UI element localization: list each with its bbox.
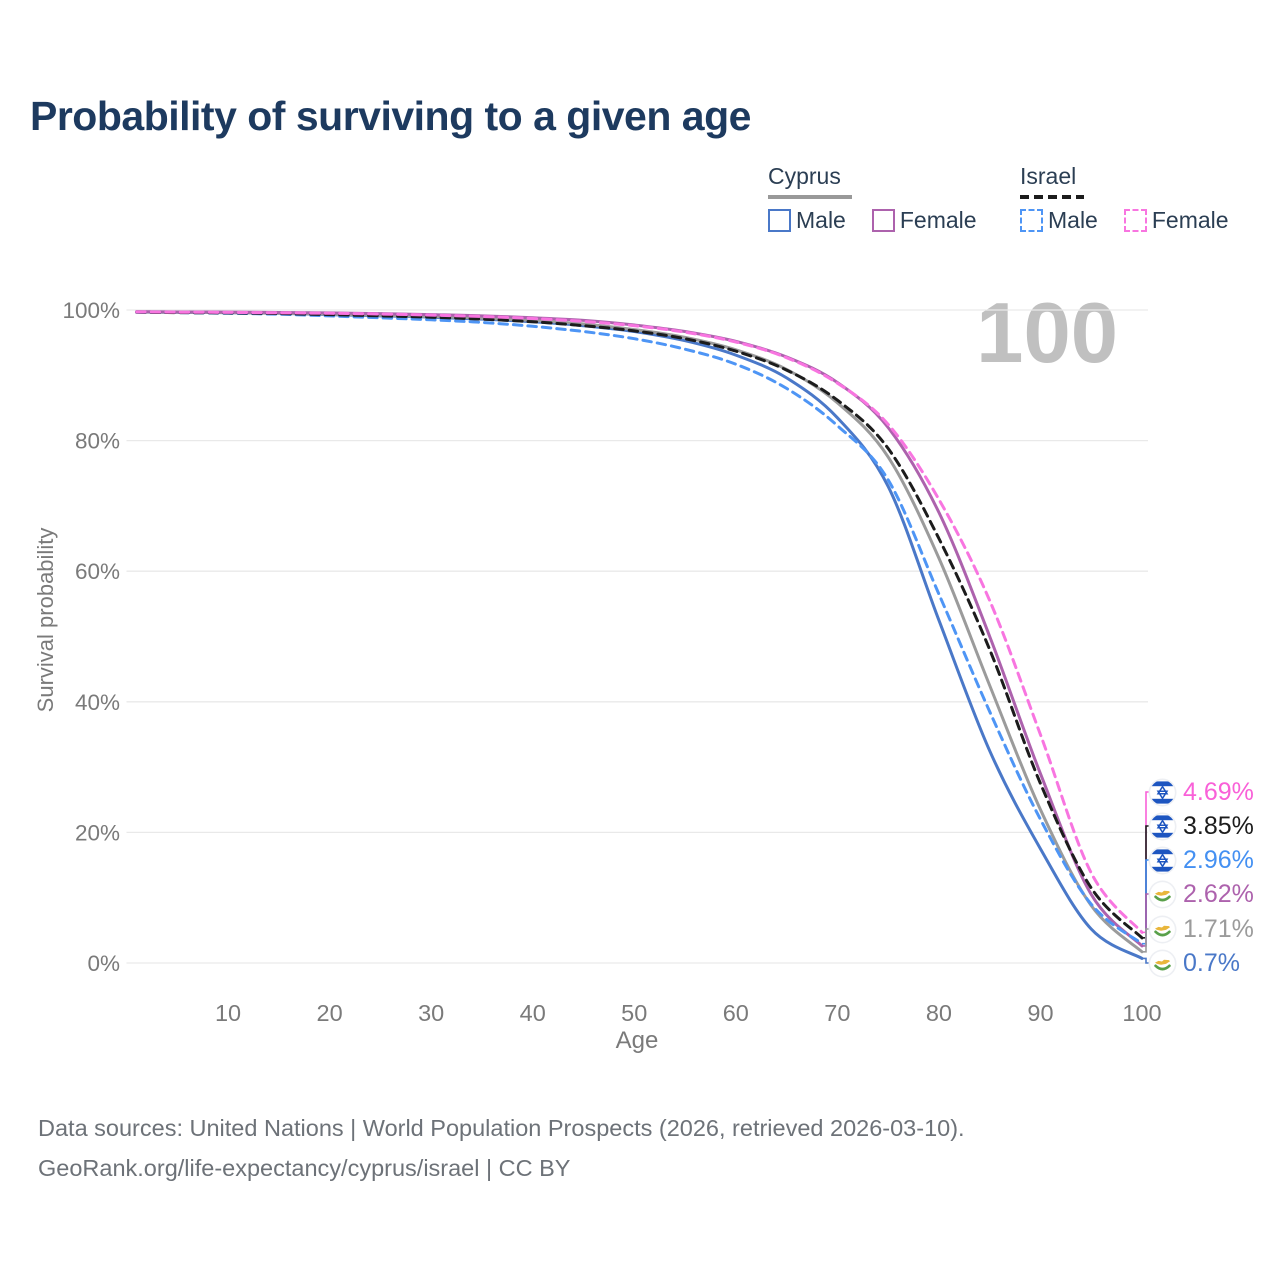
israel-flag-icon — [1148, 778, 1177, 806]
end-value: 3.85% — [1183, 811, 1254, 840]
cyprus-flag-icon — [1148, 880, 1177, 908]
svg-text:10: 10 — [215, 1000, 241, 1026]
end-label-cyprus-female: 2.62% — [1148, 878, 1254, 910]
y-axis-title: Survival probability — [33, 527, 58, 713]
svg-text:20: 20 — [317, 1000, 343, 1026]
end-value: 0.7% — [1183, 948, 1240, 977]
cyprus-female-checkbox[interactable] — [871, 209, 895, 232]
end-label-cyprus-male: 0.7% — [1148, 947, 1240, 979]
legend-item-israel-male[interactable]: Male — [1020, 207, 1098, 234]
legend-item-cyprus-female[interactable]: Female — [871, 207, 977, 234]
page-title: Probability of surviving to a given age — [30, 93, 751, 139]
svg-text:80: 80 — [926, 1000, 952, 1026]
svg-text:40%: 40% — [75, 690, 120, 715]
cyprus-flag-icon — [1148, 915, 1177, 943]
end-value: 4.69% — [1183, 777, 1254, 806]
cyprus-male-checkbox[interactable] — [768, 209, 791, 232]
israel-female-checkbox[interactable] — [1123, 209, 1147, 232]
end-value: 2.96% — [1183, 845, 1254, 874]
svg-text:20%: 20% — [75, 820, 120, 845]
israel-flag-icon — [1148, 812, 1177, 840]
svg-text:40: 40 — [520, 1000, 546, 1026]
svg-text:60: 60 — [723, 1000, 749, 1026]
footer-line-1: Data sources: United Nations | World Pop… — [38, 1115, 965, 1141]
svg-text:100%: 100% — [62, 298, 120, 323]
israel-line-style-underline — [1020, 195, 1084, 199]
end-label-cyprus-both: 1.71% — [1148, 913, 1254, 945]
age-counter-watermark: 100 — [976, 286, 1118, 381]
svg-text:30: 30 — [418, 1000, 444, 1026]
svg-text:80%: 80% — [75, 429, 120, 454]
svg-text:90: 90 — [1027, 1000, 1053, 1026]
footer-line-2: GeoRank.org/life-expectancy/cyprus/israe… — [38, 1155, 571, 1181]
svg-text:50: 50 — [621, 1000, 647, 1026]
israel-male-checkbox[interactable] — [1020, 209, 1043, 232]
end-value: 1.71% — [1183, 914, 1254, 943]
legend-group-title-cyprus: Cyprus — [768, 163, 841, 189]
data-source-footer: Data sources: United Nations | World Pop… — [38, 1108, 965, 1188]
israel-flag-icon — [1148, 846, 1177, 874]
end-label-israel-female: 4.69% — [1148, 776, 1254, 808]
cyprus-flag-icon — [1148, 949, 1177, 977]
svg-text:100: 100 — [1122, 1000, 1161, 1026]
end-label-israel-both: 3.85% — [1148, 810, 1254, 842]
legend-group-cyprus: Cyprus Male Female — [768, 163, 977, 234]
end-label-israel-male: 2.96% — [1148, 844, 1254, 876]
x-axis-title: Age — [615, 1027, 659, 1054]
svg-text:0%: 0% — [87, 951, 120, 976]
legend-item-cyprus-male[interactable]: Male — [768, 207, 846, 234]
end-value: 2.62% — [1183, 879, 1254, 908]
legend-group-title-israel: Israel — [1020, 163, 1077, 189]
legend-item-israel-female[interactable]: Female — [1123, 207, 1229, 234]
svg-text:60%: 60% — [75, 559, 120, 584]
svg-text:70: 70 — [824, 1000, 850, 1026]
legend-group-israel: Israel Male Female — [1020, 163, 1229, 234]
cyprus-line-style-underline — [768, 195, 852, 199]
